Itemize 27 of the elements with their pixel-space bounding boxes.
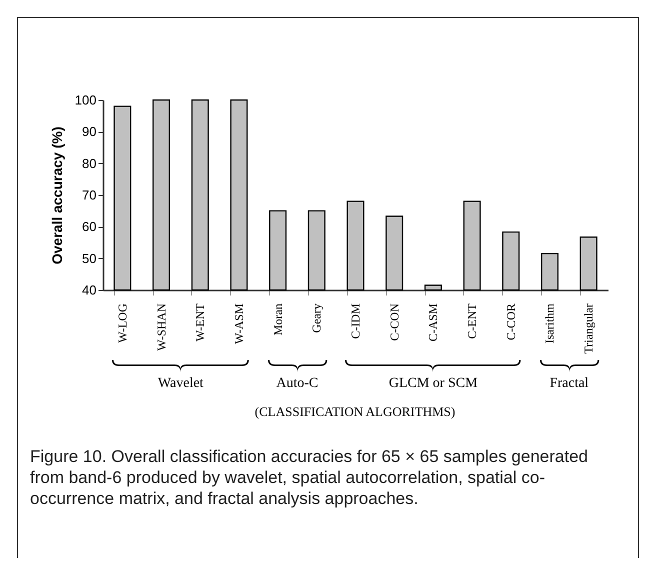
y-axis-title: Overall accuracy (%) [48, 126, 65, 264]
text: Fractal [550, 376, 589, 392]
y-tick-label: 60 [82, 219, 96, 234]
x-axis-title: (CLASSIFICATION ALGORITHMS) [254, 404, 456, 420]
text: GLCM or SCM [388, 376, 478, 392]
x-tick-label: C-COR [504, 304, 518, 340]
x-tick-label: C-ASM [426, 303, 440, 342]
x-tick-label: C-IDM [348, 303, 362, 339]
x-tick-label: Moran [270, 304, 285, 336]
x-tick-label: C-ENT [465, 302, 480, 339]
x-tick-label: W-ENT [193, 302, 208, 342]
x-tick-label: W-ASM [232, 303, 246, 344]
y-tick-label: 100 [74, 92, 96, 108]
text: Auto-C [276, 376, 318, 392]
y-tick-label: 90 [82, 124, 96, 140]
y-tick-label: 70 [82, 188, 96, 202]
caption: Figure 10. Overall classification accuracies for 65 × 65 samples generated from band-6 produced by wavelet, spatial autocorrelation, spatial co-occurrence matrix, and fractal analysis approaches. [30, 446, 589, 509]
x-tick-label: C-CON [387, 303, 402, 341]
y-tick-label: 50 [82, 250, 96, 266]
x-tick-label: Geary [310, 304, 324, 333]
y-tick-label: 80 [82, 156, 96, 171]
y-tick-label: 40 [82, 282, 96, 298]
x-tick-label: Triangular [582, 304, 596, 354]
x-tick-label: W-SHAN [154, 303, 168, 351]
text: Wavelet [158, 376, 204, 392]
x-tick-label: W-LOG [115, 303, 130, 343]
x-tick-label: Isarithm [542, 302, 557, 344]
